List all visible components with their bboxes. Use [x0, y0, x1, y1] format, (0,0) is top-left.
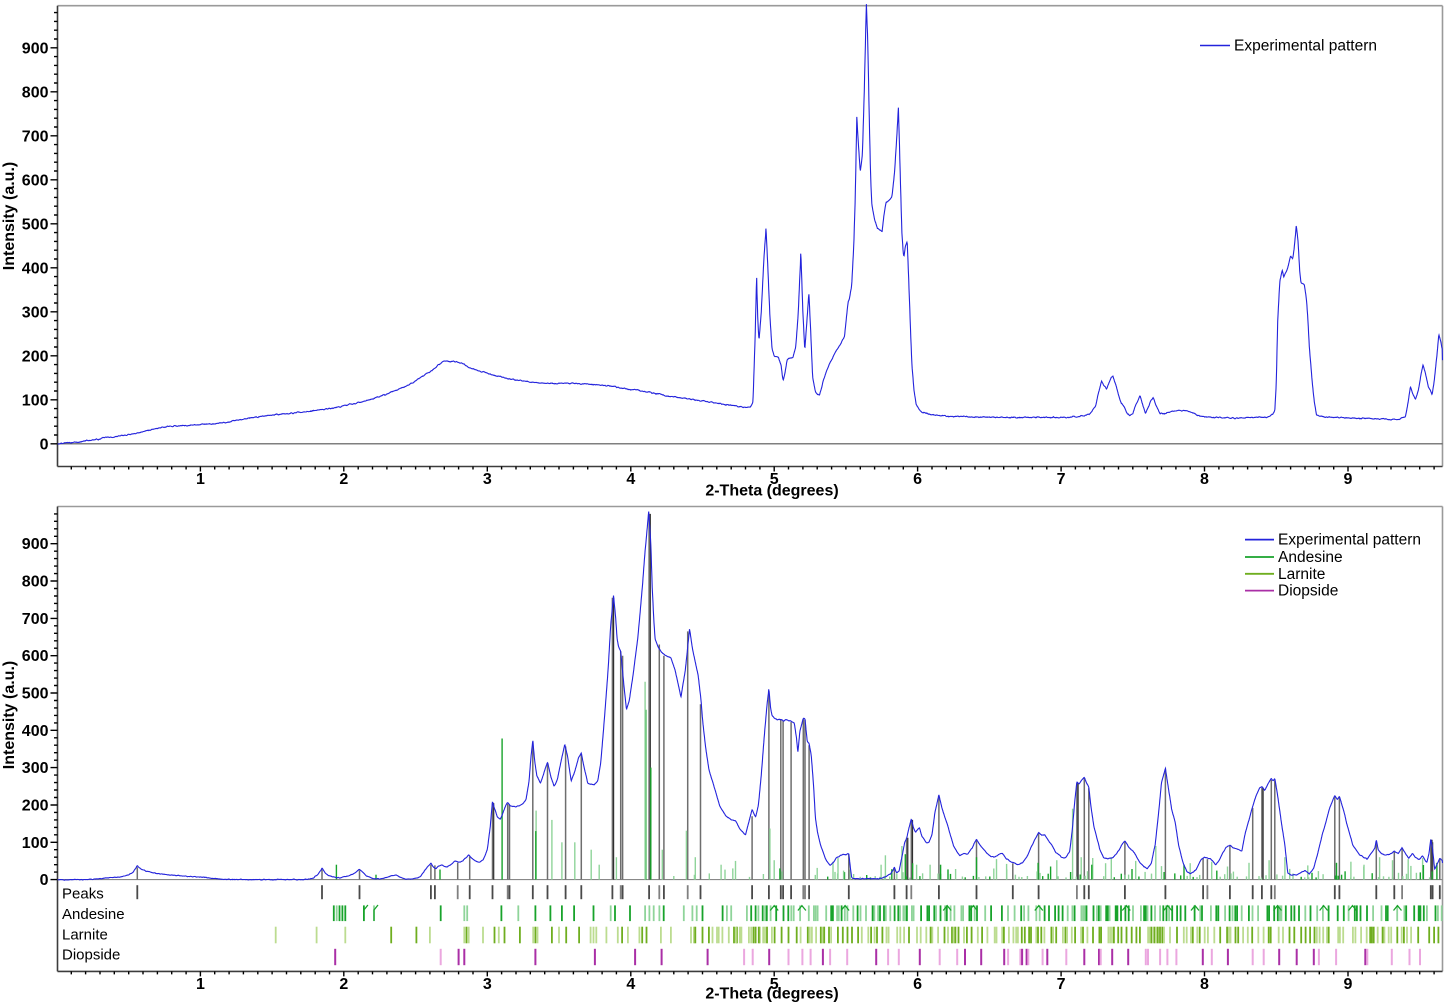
svg-text:2-Theta (degrees): 2-Theta (degrees) [705, 483, 838, 500]
svg-text:Larnite: Larnite [1278, 566, 1325, 583]
svg-text:5: 5 [770, 976, 779, 993]
svg-text:Andesine: Andesine [62, 906, 125, 923]
svg-text:Experimental pattern: Experimental pattern [1234, 38, 1377, 55]
svg-text:200: 200 [22, 798, 49, 815]
svg-text:6: 6 [913, 976, 922, 993]
svg-text:900: 900 [22, 536, 49, 553]
svg-text:300: 300 [22, 760, 49, 777]
svg-text:0: 0 [40, 872, 49, 889]
svg-text:3: 3 [483, 471, 492, 488]
svg-text:800: 800 [22, 84, 49, 101]
svg-text:100: 100 [22, 835, 49, 852]
svg-text:Diopside: Diopside [1278, 583, 1338, 600]
svg-text:200: 200 [22, 348, 49, 365]
svg-text:7: 7 [1057, 976, 1066, 993]
svg-text:600: 600 [22, 172, 49, 189]
svg-text:Peaks: Peaks [62, 886, 104, 903]
svg-text:700: 700 [22, 128, 49, 145]
svg-text:2: 2 [339, 976, 348, 993]
svg-text:3: 3 [483, 976, 492, 993]
svg-text:400: 400 [22, 260, 49, 277]
svg-text:Andesine: Andesine [1278, 549, 1343, 566]
svg-text:400: 400 [22, 723, 49, 740]
svg-text:900: 900 [22, 40, 49, 57]
svg-text:8: 8 [1200, 471, 1209, 488]
svg-text:2: 2 [339, 471, 348, 488]
svg-text:800: 800 [22, 574, 49, 591]
svg-text:1: 1 [196, 471, 205, 488]
svg-text:8: 8 [1200, 976, 1209, 993]
svg-text:1: 1 [196, 976, 205, 993]
svg-text:Intensity (a.u.): Intensity (a.u.) [1, 661, 18, 769]
svg-text:9: 9 [1344, 976, 1353, 993]
svg-text:2-Theta (degrees): 2-Theta (degrees) [705, 986, 838, 1003]
svg-text:4: 4 [626, 471, 635, 488]
svg-text:7: 7 [1057, 471, 1066, 488]
svg-text:700: 700 [22, 611, 49, 628]
svg-text:Diopside: Diopside [62, 947, 120, 964]
svg-text:9: 9 [1344, 471, 1353, 488]
svg-text:6: 6 [913, 471, 922, 488]
svg-text:300: 300 [22, 304, 49, 321]
svg-text:5: 5 [770, 471, 779, 488]
svg-text:Larnite: Larnite [62, 926, 108, 943]
svg-text:500: 500 [22, 686, 49, 703]
svg-text:500: 500 [22, 216, 49, 233]
svg-text:Intensity (a.u.): Intensity (a.u.) [1, 162, 18, 270]
svg-text:600: 600 [22, 648, 49, 665]
svg-text:100: 100 [22, 392, 49, 409]
svg-text:4: 4 [626, 976, 635, 993]
svg-text:Experimental pattern: Experimental pattern [1278, 532, 1421, 549]
svg-text:0: 0 [40, 436, 49, 453]
